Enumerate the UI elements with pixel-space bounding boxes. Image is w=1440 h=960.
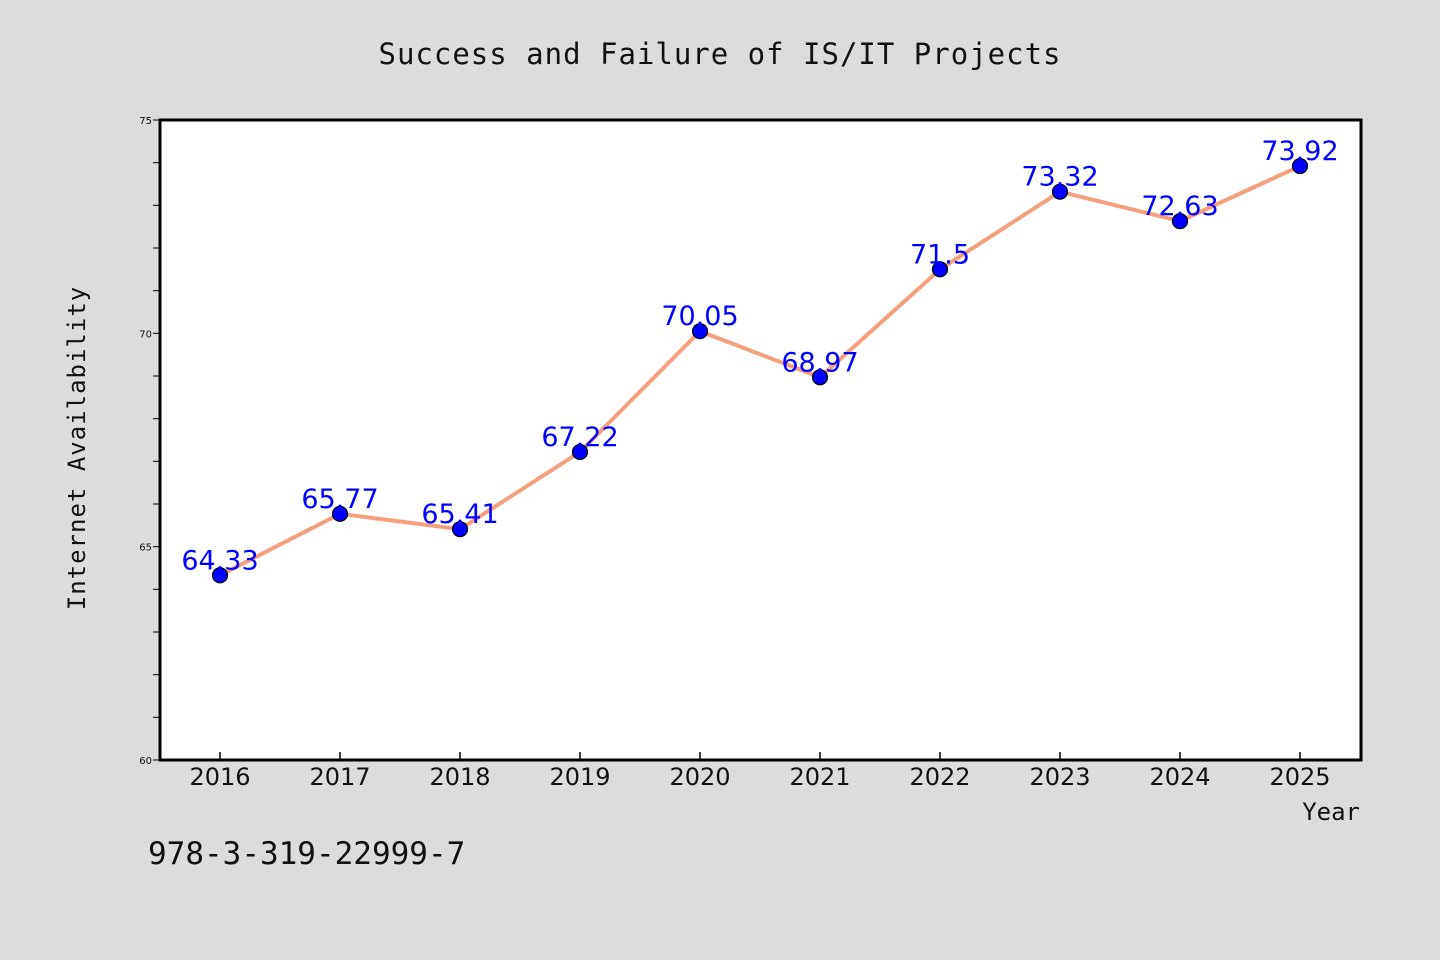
data-label: 67.22 [541,422,618,453]
x-tick-label: 2025 [1269,763,1330,791]
data-markers [211,157,1309,584]
data-point [1051,183,1069,200]
x-tick-label: 2022 [909,763,970,791]
data-label: 65.41 [421,499,498,530]
data-point [211,567,229,584]
data-label: 68.97 [781,347,858,378]
y-tick-label: 65 [139,543,152,554]
plot-area [158,118,1363,762]
x-axis: 2016 2017 2018 2019 2020 2021 2022 2023 2024 2025 [189,752,1331,791]
data-label: 64.33 [181,545,258,576]
series-line [219,164,1301,578]
data-labels: 64.33 65.77 65.41 67.22 70.05 68.97 71.5 73.32 7… [181,136,1338,576]
data-label: 71.5 [910,239,970,270]
data-point [331,505,349,522]
y-tick-label: 75 [139,116,152,127]
data-point [571,443,589,461]
data-label: 70.05 [661,301,738,332]
y-axis-label: Internet Availability [63,286,91,610]
y-tick-label: 60 [139,756,152,767]
x-axis-label: Year [1302,798,1360,826]
x-tick-label: 2019 [549,763,610,791]
data-point [1291,157,1309,175]
x-tick-label: 2024 [1149,763,1210,791]
x-tick-label: 2017 [309,763,370,791]
chart-title: Success and Failure of IS/IT Projects [378,37,1061,71]
data-label: 72.63 [1141,191,1218,222]
x-tick-label: 2021 [789,763,850,791]
footnote-isbn: 978-3-319-22999-7 [148,836,465,872]
x-tick-label: 2018 [429,763,490,791]
data-point [691,323,709,340]
y-tick-label: 70 [139,329,152,340]
data-point [451,521,469,538]
data-label: 73.92 [1261,136,1338,167]
data-label: 73.32 [1021,162,1098,193]
data-point [811,369,829,386]
x-tick-label: 2016 [189,763,250,791]
y-axis: 60 65 70 75 [139,116,160,767]
x-tick-label: 2023 [1029,763,1090,791]
data-label: 65.77 [301,484,378,515]
data-point [1171,213,1189,230]
data-point [931,261,949,278]
x-tick-label: 2020 [669,763,730,791]
